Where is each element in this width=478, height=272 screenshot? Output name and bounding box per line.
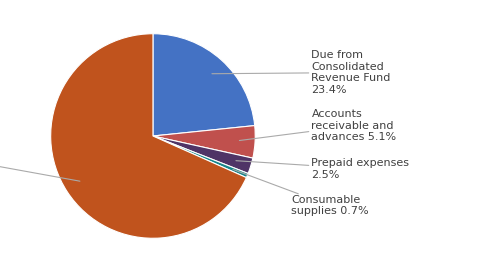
Text: Tangible capital
assets 68.4%: Tangible capital assets 68.4%	[0, 146, 80, 181]
Wedge shape	[153, 126, 255, 158]
Wedge shape	[153, 136, 248, 178]
Text: Due from
Consolidated
Revenue Fund
23.4%: Due from Consolidated Revenue Fund 23.4%	[212, 50, 391, 95]
Text: Prepaid expenses
2.5%: Prepaid expenses 2.5%	[236, 158, 410, 180]
Wedge shape	[153, 136, 253, 174]
Text: Accounts
receivable and
advances 5.1%: Accounts receivable and advances 5.1%	[239, 109, 397, 142]
Text: Consumable
supplies 0.7%: Consumable supplies 0.7%	[233, 169, 369, 216]
Wedge shape	[51, 34, 246, 238]
Wedge shape	[153, 34, 255, 136]
